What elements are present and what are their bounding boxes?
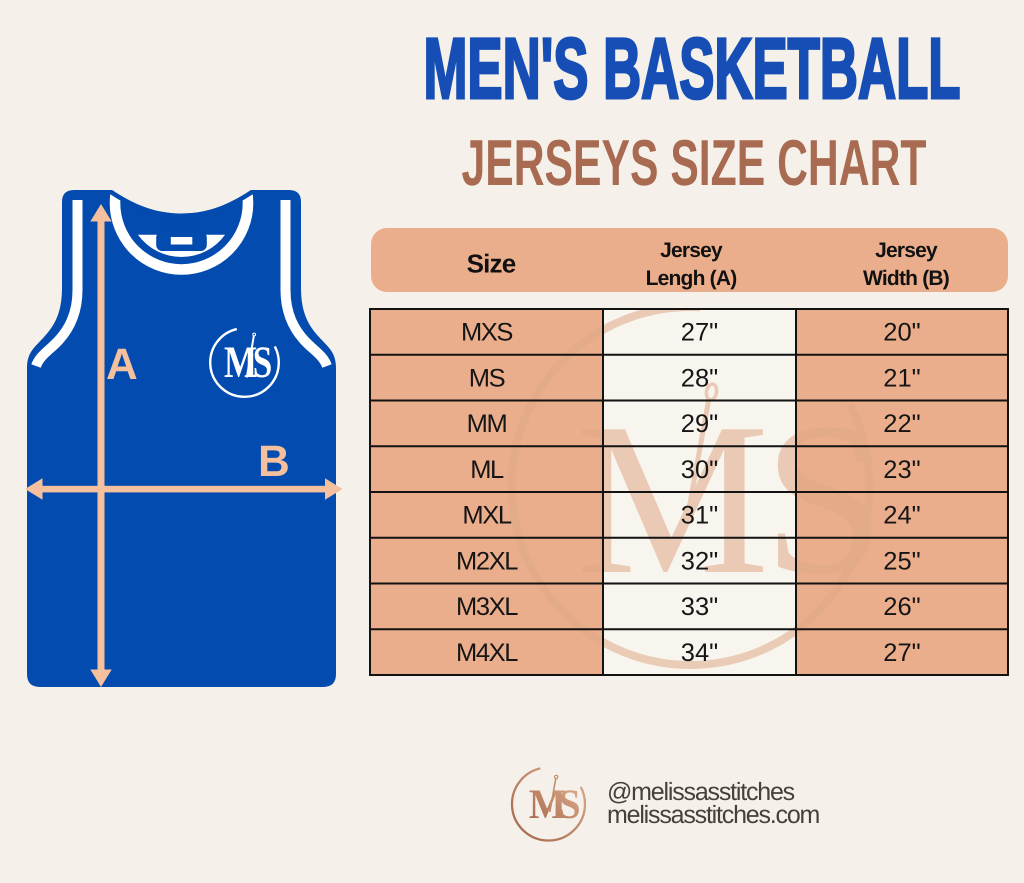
svg-text:MXL: MXL: [462, 502, 511, 530]
svg-text:31": 31": [681, 502, 718, 530]
svg-text:melissasstitches.com: melissasstitches.com: [607, 801, 820, 829]
svg-text:27": 27": [681, 319, 718, 347]
svg-text:M2XL: M2XL: [456, 547, 518, 575]
svg-text:@melissasstitches: @melissasstitches: [607, 778, 795, 806]
svg-text:24": 24": [883, 502, 920, 530]
svg-text:MS: MS: [224, 337, 272, 387]
svg-text:29": 29": [681, 410, 718, 438]
svg-text:Jersey: Jersey: [875, 239, 938, 262]
svg-text:MXS: MXS: [461, 319, 512, 347]
svg-text:23": 23": [883, 456, 920, 484]
svg-text:A: A: [106, 340, 138, 389]
svg-text:JERSEYS SIZE CHART: JERSEYS SIZE CHART: [462, 126, 927, 199]
svg-text:M3XL: M3XL: [456, 593, 518, 621]
svg-text:34": 34": [681, 639, 718, 667]
svg-text:MM: MM: [467, 410, 507, 438]
svg-text:M4XL: M4XL: [456, 639, 518, 667]
svg-text:Width (B): Width (B): [863, 267, 949, 290]
svg-text:MS: MS: [575, 379, 878, 620]
svg-text:30": 30": [681, 456, 718, 484]
svg-text:27": 27": [883, 639, 920, 667]
svg-text:28": 28": [681, 364, 718, 392]
svg-text:Lengh (A): Lengh (A): [646, 267, 737, 290]
svg-text:Jersey: Jersey: [660, 239, 723, 262]
svg-text:MEN'S BASKETBALL: MEN'S BASKETBALL: [424, 21, 961, 117]
svg-text:20": 20": [883, 319, 920, 347]
svg-text:MS: MS: [469, 364, 505, 392]
svg-text:B: B: [258, 437, 290, 486]
svg-text:33": 33": [681, 593, 718, 621]
svg-text:26": 26": [883, 593, 920, 621]
svg-text:32": 32": [681, 547, 718, 575]
svg-text:ML: ML: [470, 456, 504, 484]
svg-text:25": 25": [883, 547, 920, 575]
svg-text:21": 21": [883, 364, 920, 392]
svg-text:Size: Size: [467, 249, 516, 279]
svg-text:22": 22": [883, 410, 920, 438]
